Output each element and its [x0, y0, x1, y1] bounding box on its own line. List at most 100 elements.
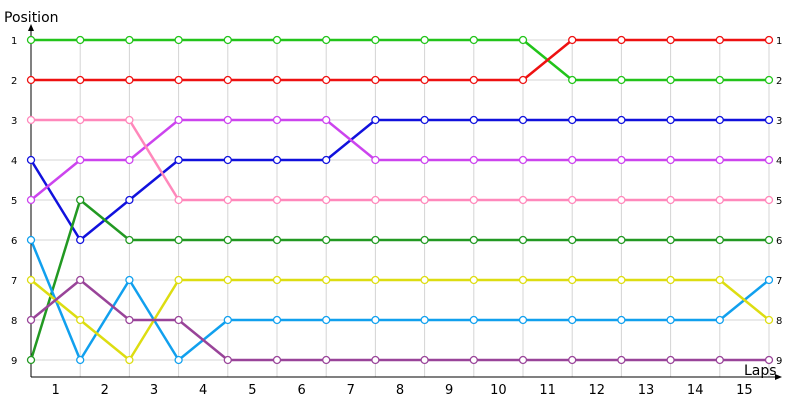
data-point: [26, 195, 36, 205]
data-point: [518, 155, 528, 165]
data-point: [666, 235, 675, 245]
data-point: [322, 235, 331, 245]
series-1: [26, 35, 774, 85]
series-line: [31, 38, 769, 82]
data-point: [272, 275, 282, 285]
x-tick-label: 8: [396, 383, 404, 398]
data-point: [617, 275, 626, 285]
data-point: [617, 315, 626, 325]
data-point: [469, 355, 478, 365]
data-point: [764, 155, 774, 165]
data-point: [174, 235, 183, 245]
data-point: [371, 155, 380, 165]
data-point: [420, 355, 429, 365]
y-tick-label: 4: [11, 156, 17, 167]
data-point: [568, 195, 577, 205]
data-point: [272, 35, 282, 45]
x-tick-label: 4: [199, 383, 207, 398]
x-tick-label: 5: [248, 383, 256, 398]
data-point: [272, 235, 282, 245]
x-tick-label: 13: [638, 383, 655, 398]
data-point: [125, 315, 134, 325]
x-tick-label: 2: [101, 383, 109, 398]
y-tick-label: 8: [11, 316, 17, 327]
data-point: [125, 275, 134, 285]
data-point: [174, 355, 183, 365]
data-point: [666, 355, 675, 365]
data-point: [420, 155, 429, 165]
data-point: [76, 235, 85, 245]
data-point: [715, 75, 724, 85]
data-point: [568, 315, 577, 325]
data-point: [420, 115, 429, 125]
y-tick-label: 3: [11, 116, 17, 127]
data-point: [76, 115, 85, 125]
data-point: [617, 355, 626, 365]
data-point: [174, 275, 183, 285]
right-tick-label: 2: [776, 76, 782, 87]
data-point: [272, 115, 282, 125]
right-tick-label: 4: [776, 156, 782, 167]
x-tick-label: 6: [297, 383, 305, 398]
data-point: [223, 355, 232, 365]
y-tick-label: 2: [11, 76, 17, 87]
data-point: [125, 75, 134, 85]
data-point: [764, 195, 774, 205]
data-point: [76, 355, 85, 365]
data-point: [223, 75, 232, 85]
data-point: [518, 235, 528, 245]
series-line: [29, 198, 769, 361]
data-point: [715, 195, 724, 205]
data-point: [518, 355, 528, 365]
data-point: [420, 315, 429, 325]
data-point: [26, 275, 36, 285]
right-tick-label: 1: [776, 36, 782, 47]
data-point: [272, 195, 282, 205]
data-point: [26, 355, 36, 365]
data-point: [272, 315, 282, 325]
x-axis-title: Laps: [744, 363, 777, 379]
series-3: [26, 115, 774, 245]
data-point: [568, 75, 577, 85]
data-point: [125, 355, 134, 365]
data-point: [715, 115, 724, 125]
data-point: [174, 195, 183, 205]
data-point: [420, 35, 429, 45]
right-tick-label: 9: [776, 356, 782, 367]
data-point: [715, 355, 724, 365]
data-point: [420, 235, 429, 245]
grid: [31, 39, 770, 377]
x-tick-label: 9: [445, 383, 453, 398]
data-point: [76, 155, 85, 165]
x-tick-label: 14: [687, 383, 704, 398]
x-tick-label: 1: [51, 383, 59, 398]
data-point: [568, 355, 577, 365]
right-tick-label: 7: [776, 276, 782, 287]
series-line: [30, 278, 769, 362]
data-point: [568, 115, 577, 125]
series-6: [26, 195, 774, 365]
data-point: [125, 195, 134, 205]
data-point: [617, 235, 626, 245]
series-2: [26, 35, 774, 85]
data-point: [26, 235, 36, 245]
data-point: [322, 115, 331, 125]
data-point: [617, 195, 626, 205]
data-point: [223, 275, 232, 285]
data-point: [371, 235, 380, 245]
y-tick-label: 6: [11, 236, 17, 247]
data-point: [469, 235, 478, 245]
right-tick-label: 3: [776, 116, 782, 127]
data-point: [715, 315, 724, 325]
series-line: [31, 38, 769, 82]
data-point: [568, 155, 577, 165]
y-tick-label: 7: [11, 276, 17, 287]
series-9: [26, 275, 774, 365]
data-point: [420, 275, 429, 285]
series-4: [26, 115, 774, 205]
data-point: [617, 75, 626, 85]
data-point: [666, 275, 675, 285]
data-point: [715, 275, 724, 285]
data-point: [568, 35, 577, 45]
